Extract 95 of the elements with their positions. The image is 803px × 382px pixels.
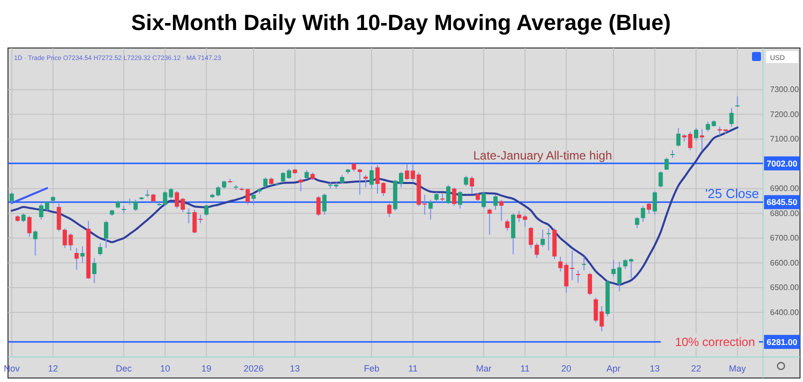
- candlestick: [700, 128, 704, 151]
- candlestick: [540, 228, 545, 248]
- candlestick: [104, 220, 108, 249]
- candlestick: [369, 166, 374, 190]
- candlestick: [358, 168, 362, 196]
- ref-line-label: '25 Close: [705, 186, 759, 202]
- x-tick-label: 22: [691, 363, 702, 374]
- candlestick: [251, 193, 256, 206]
- candlestick: [534, 242, 539, 258]
- candlestick: [27, 215, 32, 238]
- x-tick-label: 20: [561, 363, 572, 374]
- candlestick: [404, 164, 410, 180]
- ref-line-label: Late-January All-time high: [473, 148, 612, 162]
- candlestick: [198, 214, 203, 224]
- candlestick: [304, 170, 309, 180]
- candlestick: [10, 192, 14, 204]
- y-tick-label: 6700.00: [770, 234, 800, 243]
- candlestick: [33, 230, 38, 256]
- candlestick: [98, 242, 102, 256]
- candlestick: [56, 203, 62, 232]
- candlestick: [640, 205, 646, 223]
- candlestick: [576, 270, 580, 284]
- candlestick: [186, 208, 191, 224]
- candlestick: [387, 203, 392, 218]
- text: 7002.00: [766, 158, 798, 168]
- candlestick: [452, 186, 456, 206]
- candlestick: [298, 178, 303, 192]
- candlestick: [482, 192, 486, 209]
- candlestick: [582, 256, 586, 271]
- candlestick: [316, 196, 321, 216]
- candlestick: [646, 202, 652, 214]
- y-tick-label: 7100.00: [770, 134, 800, 144]
- candlestick: [470, 176, 474, 194]
- candlestick: [658, 170, 663, 188]
- candlestick: [74, 248, 79, 270]
- candlestick: [735, 96, 740, 108]
- candlestick: [80, 246, 85, 264]
- candlestick: [192, 209, 197, 234]
- candlestick: [611, 259, 616, 278]
- text: 6281.00: [766, 336, 798, 347]
- candlestick: [664, 157, 669, 171]
- candlestick: [729, 108, 734, 128]
- candlestick: [446, 184, 450, 204]
- candlestick: [428, 199, 433, 220]
- ref-line-label: 10% correction: [674, 334, 755, 349]
- candlestick: [204, 204, 209, 216]
- candlestick: [92, 257, 96, 284]
- x-tick-label: 13: [650, 363, 660, 374]
- x-tick-label: 11: [408, 363, 418, 374]
- x-tick-label: 2026: [244, 363, 264, 374]
- x-tick-label: Apr: [606, 363, 621, 374]
- candlestick: [375, 164, 380, 194]
- candlestick: [522, 214, 528, 228]
- candlestick: [505, 219, 510, 232]
- candlestick: [476, 192, 480, 203]
- x-tick-label: 10: [160, 363, 170, 374]
- candlestick: [168, 188, 174, 200]
- candlestick: [676, 127, 681, 148]
- candlestick: [694, 127, 698, 141]
- candlestick: [511, 212, 516, 255]
- candlestick: [546, 228, 551, 252]
- candlestick: [381, 182, 386, 197]
- candlestick: [528, 226, 534, 249]
- y-tick-label: 6900.00: [770, 184, 800, 194]
- candlestick: [440, 193, 445, 204]
- y-tick-label: 7200.00: [770, 110, 800, 119]
- candlestick: [516, 210, 522, 223]
- candlestick: [493, 194, 498, 210]
- chart-title: Six-Month Daily With 10-Day Moving Average (Blue): [131, 10, 671, 35]
- candlestick: [434, 192, 439, 203]
- y-tick-label: 6500.00: [770, 283, 800, 292]
- candlestick: [458, 190, 462, 209]
- x-tick-label: Dec: [116, 363, 132, 374]
- candlestick: [286, 168, 292, 180]
- x-tick-label: 11: [520, 363, 530, 374]
- candlestick: [634, 216, 640, 229]
- x-tick-label: 12: [48, 363, 58, 374]
- y-tick-label: 7300.00: [770, 85, 800, 94]
- candlestick: [652, 190, 657, 216]
- x-tick-label: Mar: [476, 363, 492, 374]
- x-tick-label: May: [728, 363, 746, 374]
- text: 6845.50: [766, 197, 798, 208]
- x-tick-label: 13: [290, 363, 300, 374]
- candlestick: [588, 272, 592, 296]
- candlestick: [322, 193, 327, 216]
- y-tick-label: 6800.00: [770, 208, 800, 218]
- x-tick-label: 19: [201, 363, 212, 374]
- candlestick: [280, 172, 286, 183]
- candlestick: [487, 208, 492, 236]
- y-tick-label: 6400.00: [770, 308, 800, 317]
- candlestick: [617, 261, 622, 292]
- y-tick-label: 6600.00: [770, 258, 800, 268]
- line-series: [10, 187, 48, 204]
- candlestick: [263, 177, 268, 188]
- x-tick-label: Feb: [364, 363, 380, 374]
